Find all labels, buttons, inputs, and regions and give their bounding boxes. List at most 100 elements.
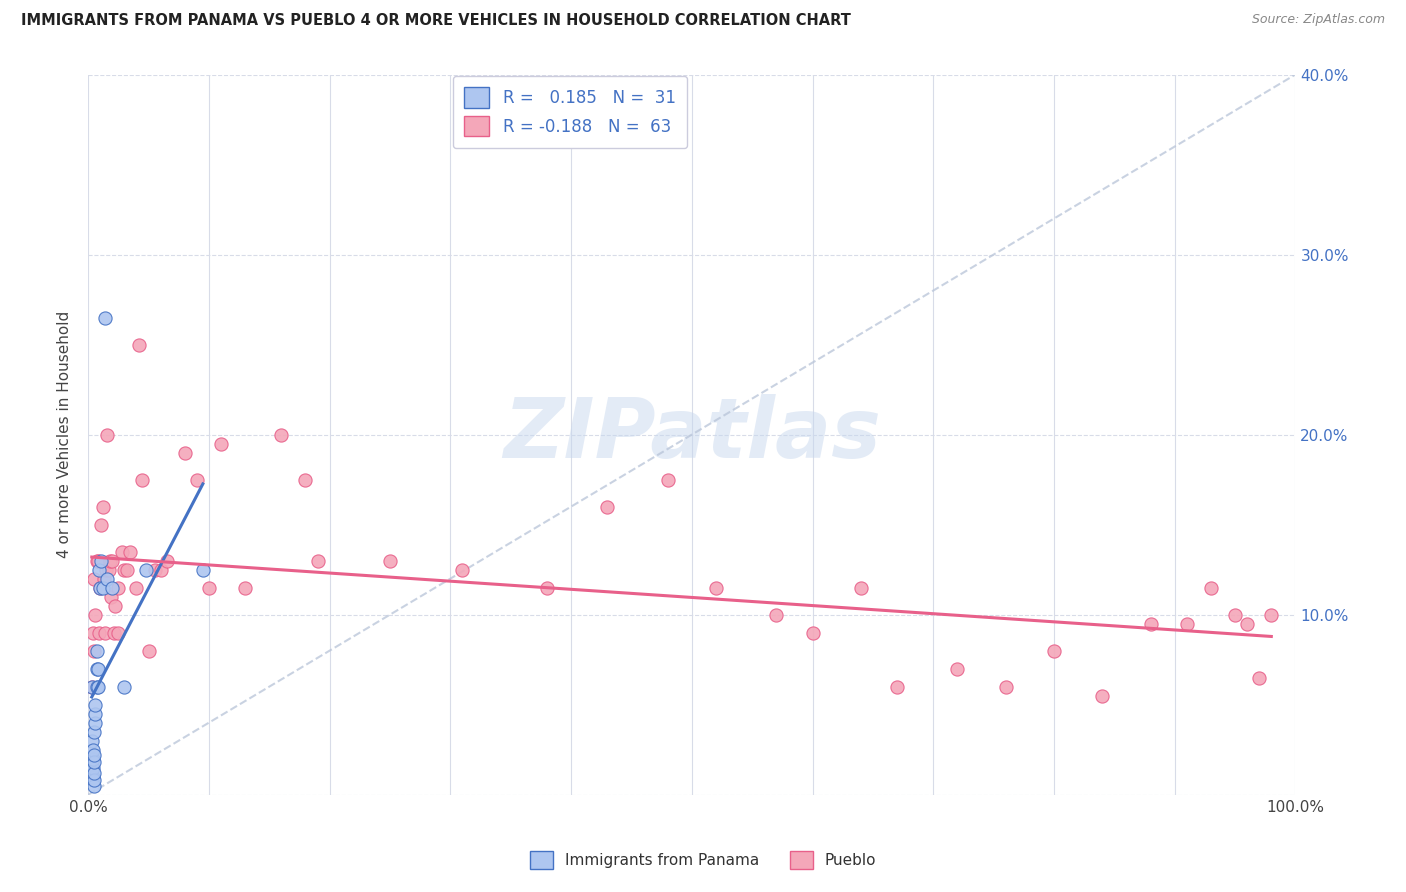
Point [125, 581, 148, 595]
Text: ZIPatlas: ZIPatlas [503, 394, 880, 475]
Point [83, 779, 105, 793]
Point [1175, 616, 1198, 631]
Point [135, 563, 157, 577]
Point [91, 500, 114, 514]
Point [94, 625, 117, 640]
Point [83, 643, 105, 657]
Point [86, 643, 108, 657]
Point [1199, 581, 1222, 595]
Point [83, 756, 105, 770]
Point [111, 544, 134, 558]
Point [80, 761, 103, 775]
Point [89, 581, 111, 595]
Point [82, 742, 104, 756]
Point [84, 715, 107, 730]
Point [1260, 607, 1282, 622]
Point [186, 473, 208, 487]
Point [101, 554, 124, 568]
Point [536, 581, 558, 595]
Point [1091, 689, 1114, 703]
Point [97, 563, 120, 577]
Point [294, 473, 316, 487]
Point [104, 599, 127, 613]
Point [849, 581, 872, 595]
Point [1249, 671, 1271, 685]
Point [82, 770, 104, 784]
Point [451, 563, 474, 577]
Point [156, 554, 179, 568]
Point [82, 625, 104, 640]
Point [80, 733, 103, 747]
Point [87, 662, 110, 676]
Point [209, 436, 232, 450]
Point [994, 680, 1017, 694]
Point [89, 581, 111, 595]
Point [83, 724, 105, 739]
Point [94, 310, 117, 325]
Point [84, 607, 107, 622]
Point [1223, 607, 1246, 622]
Point [86, 680, 108, 694]
Point [87, 680, 110, 694]
Point [83, 766, 105, 780]
Point [107, 581, 129, 595]
Point [596, 500, 619, 514]
Point [82, 761, 104, 775]
Text: IMMIGRANTS FROM PANAMA VS PUEBLO 4 OR MORE VEHICLES IN HOUSEHOLD CORRELATION CHA: IMMIGRANTS FROM PANAMA VS PUEBLO 4 OR MO… [21, 13, 851, 29]
Point [233, 581, 256, 595]
Legend: R =   0.185   N =  31, R = -0.188   N =  63: R = 0.185 N = 31, R = -0.188 N = 63 [453, 76, 688, 148]
Point [80, 680, 103, 694]
Point [101, 581, 124, 595]
Point [801, 625, 824, 640]
Point [107, 625, 129, 640]
Point [946, 662, 969, 676]
Text: Source: ZipAtlas.com: Source: ZipAtlas.com [1251, 13, 1385, 27]
Point [86, 554, 108, 568]
Point [93, 572, 115, 586]
Point [191, 563, 214, 577]
Point [83, 748, 105, 763]
Point [704, 581, 727, 595]
Point [96, 572, 118, 586]
Point [87, 625, 110, 640]
Point [96, 427, 118, 442]
Point [90, 517, 112, 532]
Point [378, 554, 401, 568]
Point [173, 445, 195, 459]
Point [1236, 616, 1258, 631]
Point [100, 590, 122, 604]
Point [84, 706, 107, 721]
Point [96, 563, 118, 577]
Point [82, 752, 104, 766]
Point [307, 554, 329, 568]
Point [90, 554, 112, 568]
Point [112, 680, 135, 694]
Point [80, 680, 103, 694]
Point [198, 581, 221, 595]
Point [1043, 643, 1066, 657]
Point [657, 473, 679, 487]
Point [86, 662, 108, 676]
Point [143, 563, 166, 577]
Point [83, 572, 105, 586]
Point [91, 581, 114, 595]
Point [886, 680, 908, 694]
Point [112, 563, 135, 577]
Point [87, 563, 110, 577]
Y-axis label: 4 or more Vehicles in Household: 4 or more Vehicles in Household [58, 311, 72, 558]
Point [120, 544, 142, 558]
Point [103, 625, 125, 640]
Point [1139, 616, 1161, 631]
Point [138, 643, 160, 657]
Point [270, 427, 292, 442]
Legend: Immigrants from Panama, Pueblo: Immigrants from Panama, Pueblo [523, 845, 883, 875]
Point [131, 473, 153, 487]
Point [83, 773, 105, 788]
Point [98, 554, 121, 568]
Point [87, 554, 110, 568]
Point [84, 698, 107, 712]
Point [128, 337, 150, 351]
Point [765, 607, 787, 622]
Point [115, 563, 138, 577]
Point [149, 563, 172, 577]
